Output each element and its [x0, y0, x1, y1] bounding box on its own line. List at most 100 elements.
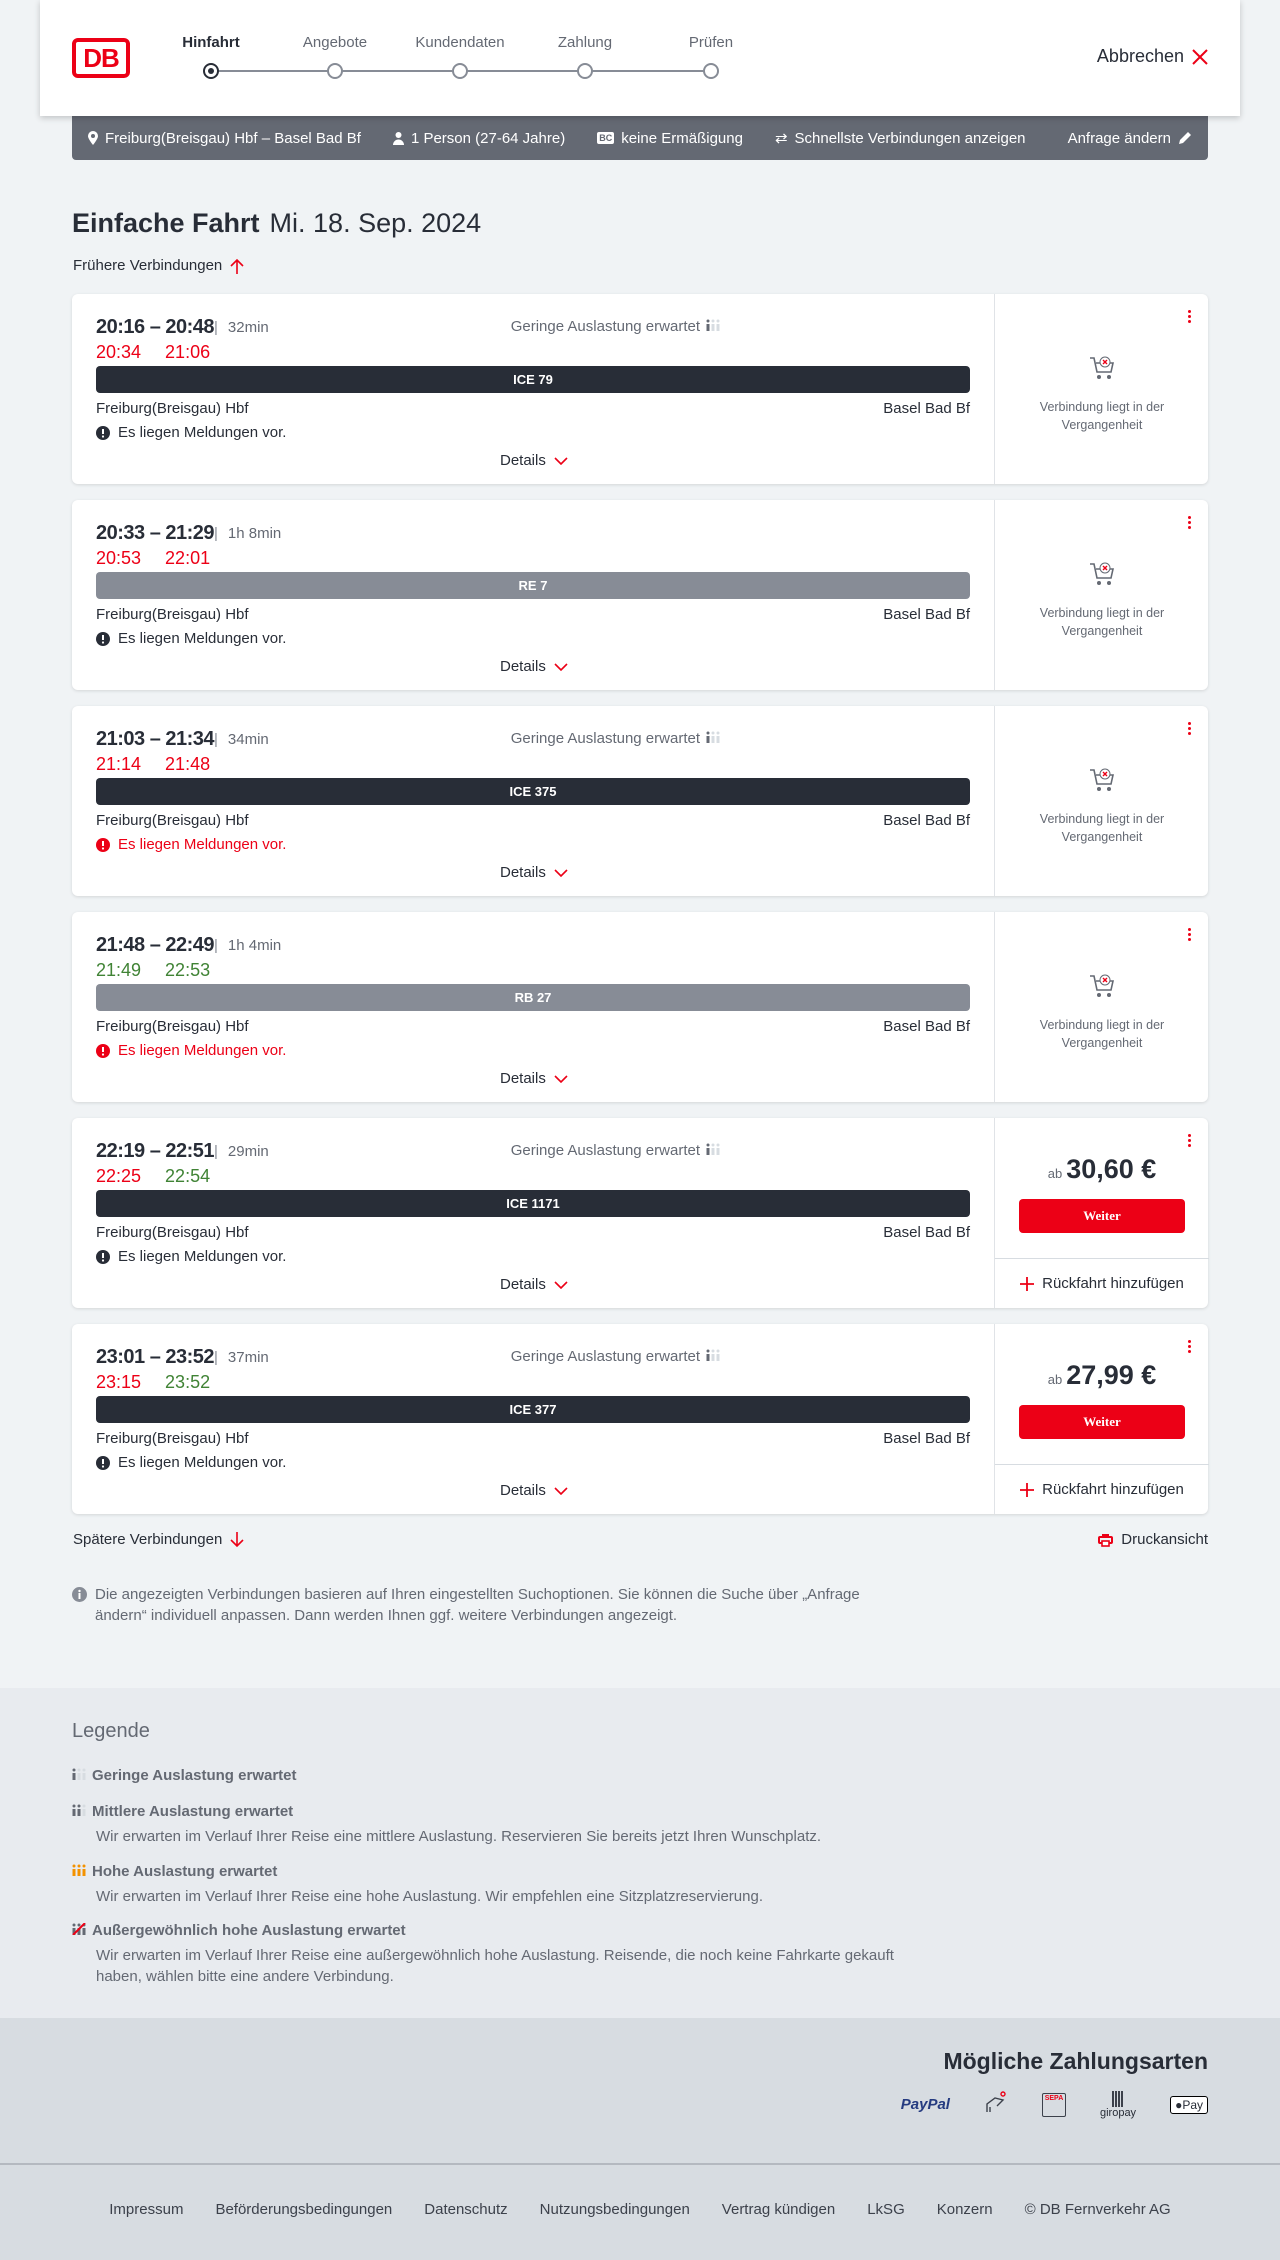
- legend-item: Geringe Auslastung erwartet: [72, 1767, 297, 1784]
- messages-text: Es liegen Meldungen vor.: [118, 1042, 287, 1059]
- messages-text: Es liegen Meldungen vor.: [118, 1454, 287, 1471]
- realtime-times: 23:15 23:52: [96, 1372, 210, 1393]
- offer-panel: Verbindung liegt in der Vergangenheit: [994, 706, 1208, 896]
- offer-panel: ab 27,99 € Weiter Rückfahrt hinzufügen: [994, 1324, 1209, 1514]
- add-return-trip-button[interactable]: Rückfahrt hinzufügen: [995, 1464, 1209, 1514]
- more-options-icon[interactable]: [1184, 720, 1194, 740]
- messages-notice: Es liegen Meldungen vor.: [96, 424, 286, 441]
- occupancy-level-2-icon: [72, 1803, 86, 1820]
- realtime-times: 20:34 21:06: [96, 342, 210, 363]
- legend-item-title: Außergewöhnlich hohe Auslastung erwartet: [92, 1922, 406, 1939]
- past-connection-notice: Verbindung liegt in der Vergangenheit: [1039, 1018, 1165, 1050]
- later-connections-link[interactable]: Spätere Verbindungen: [73, 1531, 244, 1548]
- person-icon: [392, 131, 404, 145]
- details-toggle[interactable]: Details: [500, 1482, 568, 1499]
- train-bar[interactable]: ICE 375: [96, 778, 970, 805]
- step-0: Hinfahrt: [182, 34, 240, 51]
- realtime-arrival: 23:52: [165, 1372, 211, 1392]
- connection-card[interactable]: 21:03 – 21:34 34min 21:14 21:48 Geringe A…: [72, 706, 1208, 896]
- earlier-connections-link[interactable]: Frühere Verbindungen: [73, 257, 244, 274]
- sepa-icon: SEPA: [1041, 2092, 1066, 2117]
- alert-icon: [96, 1249, 110, 1264]
- train-bar[interactable]: ICE 1171: [96, 1190, 970, 1217]
- destination-station: Basel Bad Bf: [883, 812, 970, 829]
- realtime-arrival: 22:01: [165, 548, 211, 568]
- more-options-icon[interactable]: [1184, 926, 1194, 946]
- add-return-trip-button[interactable]: Rückfahrt hinzufügen: [995, 1258, 1209, 1308]
- connection-card[interactable]: 22:19 – 22:51 29min 22:25 22:54 Geringe A…: [72, 1118, 1209, 1308]
- arrow-up-icon: [230, 258, 244, 274]
- alert-icon: [96, 425, 110, 440]
- details-toggle[interactable]: Details: [500, 658, 568, 675]
- footer-link[interactable]: Beförderungsbedingungen: [215, 2201, 393, 2218]
- details-toggle[interactable]: Details: [500, 452, 568, 469]
- more-options-icon[interactable]: [1184, 1132, 1194, 1152]
- footer-link[interactable]: Datenschutz: [424, 2201, 508, 2218]
- legend-section: Legende Geringe Auslastung erwartet Mittle…: [0, 1688, 1280, 2018]
- footer-link[interactable]: Impressum: [109, 2201, 184, 2218]
- origin-station: Freiburg(Breisgau) Hbf: [96, 1224, 249, 1241]
- price-prefix: ab: [1047, 1372, 1063, 1387]
- realtime-arrival: 21:06: [165, 342, 211, 362]
- chevron-down-icon: [554, 456, 568, 465]
- messages-text: Es liegen Meldungen vor.: [118, 630, 287, 647]
- edit-label: Anfrage ändern: [1067, 129, 1171, 147]
- realtime-arrival: 22:53: [165, 960, 211, 980]
- credit-card-icon: [984, 2090, 1008, 2119]
- cancel-button[interactable]: Abbrechen: [1097, 46, 1208, 67]
- footer-link[interactable]: LkSG: [867, 2201, 905, 2218]
- details-label: Details: [500, 658, 546, 675]
- occupancy: Geringe Auslastung erwartet: [511, 1348, 720, 1365]
- print-label: Druckansicht: [1121, 1531, 1208, 1548]
- train-bar[interactable]: RE 7: [96, 572, 970, 599]
- more-options-icon[interactable]: [1184, 1338, 1194, 1358]
- connection-card[interactable]: 20:33 – 21:29 1h 8min 20:53 22:01 RE 7 Fr…: [72, 500, 1208, 690]
- train-bar[interactable]: ICE 377: [96, 1396, 970, 1423]
- occupancy: Geringe Auslastung erwartet: [511, 318, 720, 335]
- printer-icon: [1098, 1533, 1114, 1547]
- footer-link[interactable]: Nutzungsbedingungen: [539, 2201, 690, 2218]
- occupancy-low-icon: [706, 318, 720, 335]
- connection-card[interactable]: 20:16 – 20:48 32min 20:34 21:06 Geringe A…: [72, 294, 1208, 484]
- footer-link[interactable]: Konzern: [936, 2201, 993, 2218]
- more-options-icon[interactable]: [1184, 308, 1194, 328]
- messages-notice: Es liegen Meldungen vor.: [96, 630, 286, 647]
- cart-unavailable-icon: [1090, 356, 1114, 379]
- later-label: Spätere Verbindungen: [73, 1531, 223, 1548]
- realtime-departure: 20:34: [96, 342, 142, 362]
- step-marker: [703, 63, 719, 79]
- price-value: 27,99 €: [1066, 1360, 1157, 1390]
- footer-link[interactable]: Vertrag kündigen: [721, 2201, 836, 2218]
- details-toggle[interactable]: Details: [500, 1070, 568, 1087]
- details-toggle[interactable]: Details: [500, 864, 568, 881]
- connection-card[interactable]: 21:48 – 22:49 1h 4min 21:49 22:53 RB 27 F…: [72, 912, 1208, 1102]
- scheduled-times: 21:03 – 21:34: [96, 728, 215, 750]
- print-view-link[interactable]: Druckansicht: [1098, 1531, 1208, 1548]
- train-bar[interactable]: RB 27: [96, 984, 970, 1011]
- step-1: Angebote: [302, 34, 368, 51]
- swap-arrows-icon: ⇄: [774, 130, 788, 147]
- continue-button[interactable]: Weiter: [1019, 1199, 1185, 1233]
- db-logo[interactable]: DB: [72, 38, 130, 78]
- realtime-departure: 21:14: [96, 754, 142, 774]
- header: DB Hinfahrt Angebote Kundendaten Zahlung Prü…: [40, 0, 1240, 116]
- discount-text: keine Ermäßigung: [621, 129, 743, 147]
- details-label: Details: [500, 864, 546, 881]
- location-pin-icon: [88, 131, 98, 145]
- occupancy: Geringe Auslastung erwartet: [511, 1142, 720, 1159]
- footer-link[interactable]: © DB Fernverkehr AG: [1024, 2201, 1171, 2218]
- connection-card[interactable]: 23:01 – 23:52 37min 23:15 23:52 Geringe A…: [72, 1324, 1209, 1514]
- edit-request-button[interactable]: Anfrage ändern: [1068, 130, 1192, 147]
- destination-station: Basel Bad Bf: [883, 1018, 970, 1035]
- close-icon: [1192, 48, 1208, 65]
- legend-item-title: Mittlere Auslastung erwartet: [92, 1803, 294, 1820]
- origin-station: Freiburg(Breisgau) Hbf: [96, 1430, 249, 1447]
- giropay-label: giropay: [1099, 2106, 1137, 2119]
- continue-button[interactable]: Weiter: [1019, 1405, 1185, 1439]
- footer: Impressum Beförderungsbedingungen Datensch…: [0, 2163, 1280, 2260]
- pencil-icon: [1179, 132, 1191, 144]
- more-options-icon[interactable]: [1184, 514, 1194, 534]
- train-bar[interactable]: ICE 79: [96, 366, 970, 393]
- legend-item: Hohe Auslastung erwartet Wir erwarten im …: [72, 1863, 896, 1907]
- details-toggle[interactable]: Details: [500, 1276, 568, 1293]
